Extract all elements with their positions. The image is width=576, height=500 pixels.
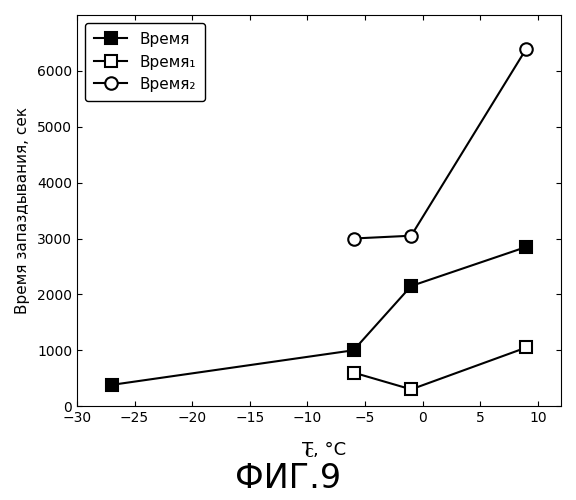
Время₂: [523, 46, 530, 52]
Legend: Время, Время₁, Время₂: Время, Время₁, Время₂: [85, 22, 205, 102]
Время: [408, 283, 415, 289]
Line: Время₂: Время₂: [347, 42, 533, 245]
Время: [350, 348, 357, 354]
Y-axis label: Время запаздывания, сек: Время запаздывания, сек: [15, 107, 30, 314]
Время₁: [523, 344, 530, 350]
Text: ФИГ.9: ФИГ.9: [235, 462, 341, 495]
Text: , °C: , °C: [313, 441, 346, 459]
Line: Время₁: Время₁: [347, 341, 533, 396]
Время₂: [408, 232, 415, 238]
Время₂: [350, 236, 357, 242]
Время₁: [408, 386, 415, 392]
Время: [523, 244, 530, 250]
Line: Время: Время: [105, 240, 533, 391]
Время: [108, 382, 115, 388]
Время₁: [350, 370, 357, 376]
Text: T: T: [302, 441, 313, 459]
Text: C: C: [305, 447, 313, 460]
